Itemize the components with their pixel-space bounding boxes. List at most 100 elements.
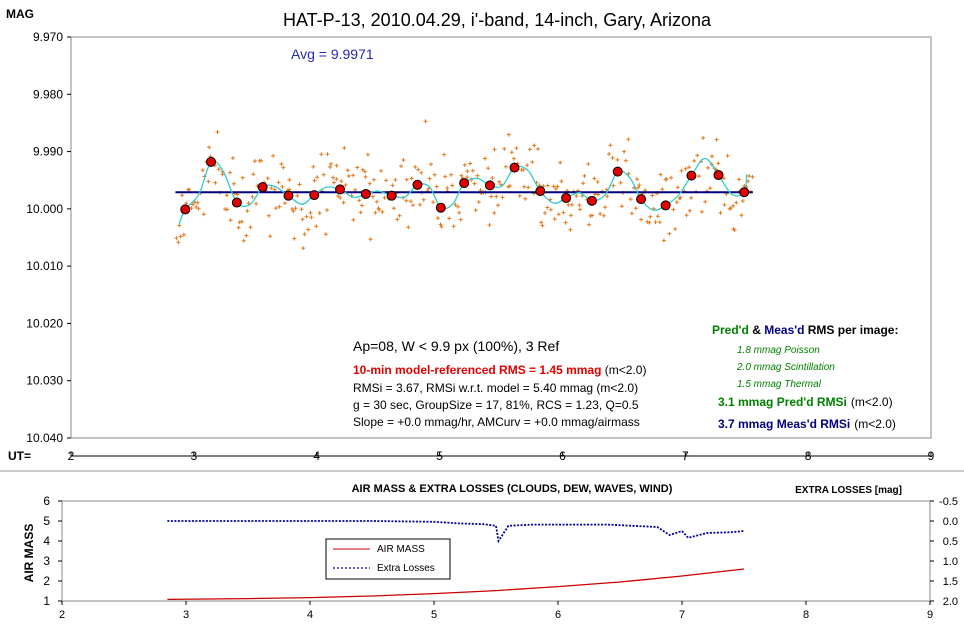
x-tick-label: 7	[682, 449, 689, 463]
data-point	[703, 199, 708, 204]
data-point	[279, 162, 284, 166]
x-tick-label: 8	[805, 449, 812, 463]
data-point	[587, 222, 591, 227]
data-point	[365, 152, 370, 157]
binned-point	[283, 190, 294, 201]
data-point	[623, 158, 628, 163]
data-point	[280, 184, 285, 189]
data-point	[404, 198, 409, 203]
data-point	[473, 208, 478, 213]
airmass-tick-label: 5	[43, 514, 50, 528]
data-point	[228, 218, 233, 223]
data-point	[423, 119, 428, 124]
binned-point	[686, 170, 697, 181]
data-point	[346, 174, 351, 178]
airmass-chart: AIR MASS & EXTRA LOSSES (CLOUDS, DEW, WA…	[22, 483, 958, 621]
data-point	[431, 200, 436, 205]
data-point	[427, 176, 432, 181]
data-point	[450, 183, 455, 188]
data-point	[453, 202, 458, 207]
data-point	[492, 147, 497, 152]
data-point	[216, 167, 221, 172]
data-point	[639, 217, 644, 222]
data-point	[447, 216, 452, 221]
data-point	[231, 181, 236, 186]
data-point	[568, 227, 573, 232]
data-point	[236, 225, 241, 230]
data-point	[317, 211, 322, 216]
data-point	[281, 165, 286, 170]
data-point	[683, 166, 688, 171]
data-point	[647, 220, 652, 225]
data-point	[357, 198, 362, 203]
data-point	[334, 163, 339, 168]
data-point	[215, 130, 220, 134]
data-point	[306, 227, 311, 232]
data-point	[610, 155, 615, 160]
y-tick-label: 9.980	[33, 87, 63, 101]
data-point	[527, 147, 532, 152]
data-point	[626, 137, 631, 142]
data-point	[395, 217, 400, 222]
data-point	[314, 224, 319, 229]
main-y-ticks: 9.970 9.980 9.990 10.000 10.010 10.020 10.030 1…	[26, 30, 71, 445]
data-point	[176, 240, 181, 245]
data-point	[675, 185, 680, 190]
y-tick-label: 9.990	[33, 145, 63, 159]
y-tick-label: 10.010	[26, 259, 63, 273]
data-point	[664, 176, 669, 181]
data-point	[302, 232, 307, 237]
data-point	[351, 217, 356, 222]
binned-point	[612, 166, 623, 177]
data-point	[319, 152, 324, 157]
x-tick-label: 2	[68, 449, 75, 463]
rms-suffix-text: (m<2.0)	[601, 363, 646, 377]
main-chart: HAT-P-13, 2010.04.29, i'-band, 14-inch, …	[6, 7, 935, 463]
y-tick-label: 10.030	[26, 374, 63, 388]
data-point	[225, 207, 230, 212]
data-point	[282, 201, 287, 206]
data-point	[429, 162, 433, 167]
data-point	[514, 146, 519, 151]
data-point	[250, 194, 255, 199]
data-point	[500, 195, 505, 200]
binned-point	[586, 195, 597, 206]
data-point	[595, 179, 600, 184]
data-point	[660, 187, 665, 192]
data-point	[486, 166, 491, 171]
airmass-legend: AIR MASS Extra Losses	[325, 538, 451, 580]
pred-rmsi-text: 3.1 mmag Pred'd RMSi	[718, 395, 847, 409]
data-point	[455, 204, 460, 209]
data-point	[608, 143, 613, 148]
data-point	[345, 168, 350, 173]
data-point	[669, 175, 674, 180]
data-point	[442, 152, 447, 157]
data-point	[418, 202, 422, 207]
data-point	[678, 195, 683, 200]
data-point	[265, 176, 270, 181]
data-point	[708, 186, 713, 191]
data-point	[476, 200, 481, 204]
data-point	[661, 238, 666, 243]
data-point	[555, 184, 560, 189]
data-point	[561, 210, 566, 215]
extra-losses-tick-label: 0.5	[943, 536, 958, 548]
data-point	[671, 207, 676, 212]
data-point	[451, 224, 456, 229]
data-point	[492, 211, 497, 215]
airmass-x-tick-label: 5	[431, 609, 437, 621]
data-point	[331, 175, 335, 180]
data-point	[187, 187, 192, 192]
data-point	[522, 184, 527, 189]
data-point	[530, 160, 535, 164]
data-point	[360, 167, 365, 172]
data-point	[507, 184, 512, 188]
data-point	[574, 194, 579, 198]
x-tick-label: 5	[436, 449, 443, 463]
x-tick-label: 9	[928, 449, 935, 463]
data-point	[351, 173, 356, 178]
data-point	[194, 205, 199, 209]
data-point	[259, 158, 264, 163]
data-point	[673, 227, 678, 231]
data-point	[655, 214, 660, 219]
